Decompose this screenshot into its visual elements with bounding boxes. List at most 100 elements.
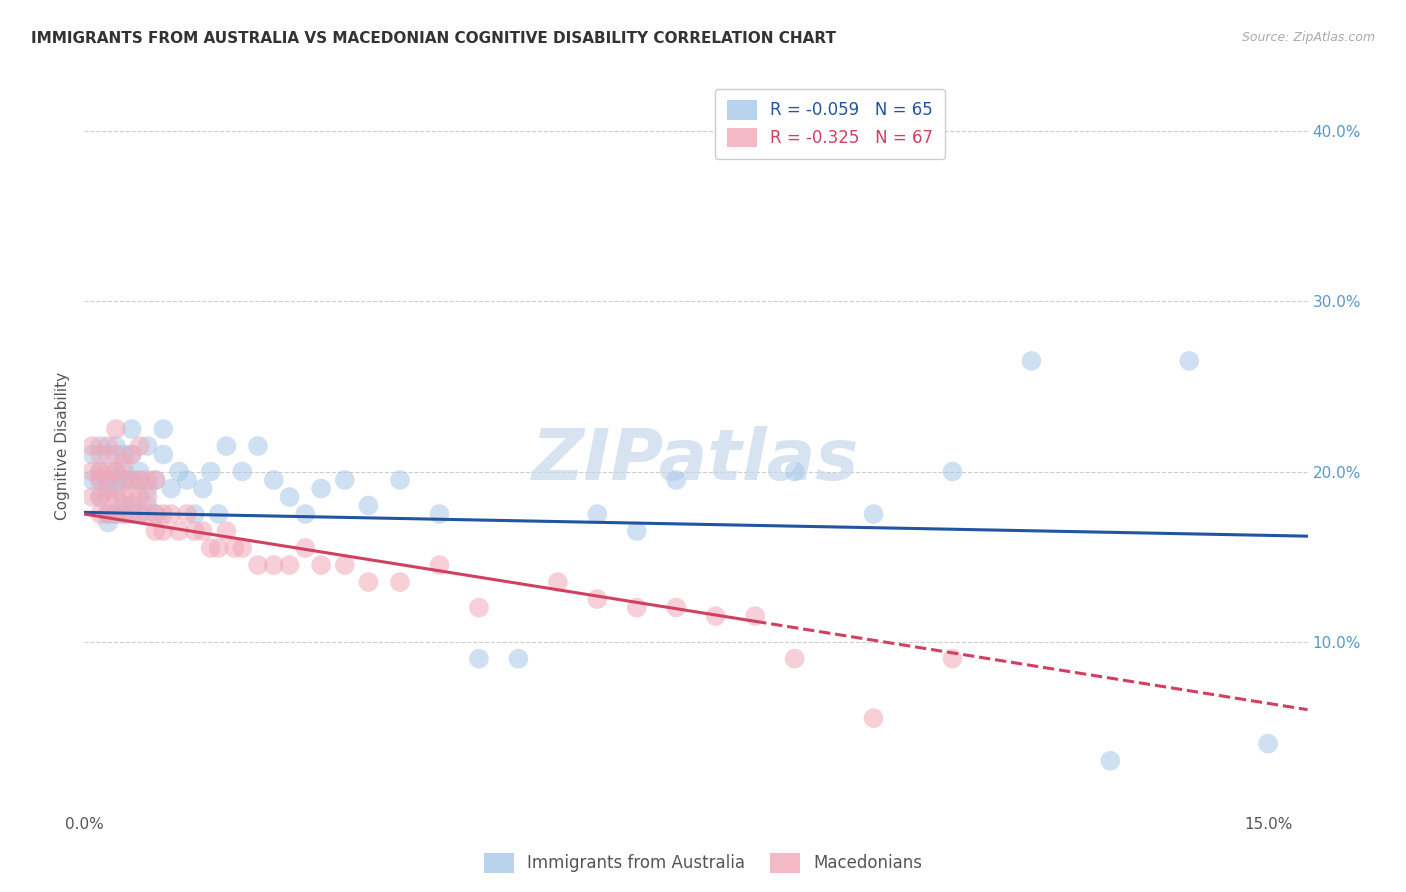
Point [1099,754,1122,768]
Point [82,439,104,453]
Point [97,439,120,453]
Point [104,448,127,462]
Point [389,575,412,590]
Point [160,507,183,521]
Point [160,482,183,496]
Point [97,448,120,462]
Point [704,609,727,624]
Point [278,558,301,572]
Point [176,473,198,487]
Point [145,507,167,521]
Point [191,524,214,538]
Text: IMMIGRANTS FROM AUSTRALIA VS MACEDONIAN COGNITIVE DISABILITY CORRELATION CHART: IMMIGRANTS FROM AUSTRALIA VS MACEDONIAN … [31,31,837,46]
Y-axis label: Cognitive Disability: Cognitive Disability [55,372,70,520]
Point [224,541,246,555]
Point [82,473,104,487]
Point [278,490,301,504]
Point [112,465,135,479]
Point [97,465,120,479]
Point [665,473,688,487]
Point [97,473,120,487]
Point [429,558,451,572]
Point [121,448,143,462]
Point [104,422,127,436]
Point [104,482,127,496]
Point [128,490,150,504]
Point [82,490,104,504]
Point [104,465,127,479]
Point [263,473,285,487]
Point [97,507,120,521]
Point [941,651,963,665]
Point [145,524,167,538]
Point [112,456,135,470]
Point [215,524,238,538]
Point [104,507,127,521]
Point [82,465,104,479]
Point [333,473,356,487]
Point [626,524,648,538]
Point [136,507,159,521]
Point [97,473,120,487]
Point [89,465,111,479]
Point [89,490,111,504]
Point [246,439,269,453]
Point [104,490,127,504]
Point [184,524,207,538]
Point [112,473,135,487]
Point [121,422,143,436]
Point [389,473,412,487]
Point [128,473,150,487]
Point [145,473,167,487]
Point [89,448,111,462]
Point [176,507,198,521]
Point [1021,354,1043,368]
Point [112,499,135,513]
Point [112,448,135,462]
Point [468,600,491,615]
Point [82,448,104,462]
Point [112,507,135,521]
Point [128,507,150,521]
Point [586,507,609,521]
Point [294,541,316,555]
Point [215,439,238,453]
Point [128,439,150,453]
Text: ZIPatlas: ZIPatlas [533,426,859,495]
Point [626,600,648,615]
Point [97,516,120,530]
Point [357,499,380,513]
Point [89,473,111,487]
Point [112,473,135,487]
Point [152,448,174,462]
Point [112,507,135,521]
Point [191,482,214,496]
Point [121,507,143,521]
Point [121,473,143,487]
Point [145,507,167,521]
Point [263,558,285,572]
Point [89,473,111,487]
Point [128,465,150,479]
Legend: Immigrants from Australia, Macedonians: Immigrants from Australia, Macedonians [477,847,929,880]
Point [104,465,127,479]
Point [508,651,530,665]
Point [333,558,356,572]
Point [136,499,159,513]
Point [1178,354,1201,368]
Point [152,507,174,521]
Point [121,499,143,513]
Point [207,541,229,555]
Point [136,439,159,453]
Point [783,465,806,479]
Point [309,482,332,496]
Point [294,507,316,521]
Point [121,473,143,487]
Point [309,558,332,572]
Point [207,507,229,521]
Point [112,490,135,504]
Point [744,609,766,624]
Point [231,541,253,555]
Point [97,482,120,496]
Point [89,490,111,504]
